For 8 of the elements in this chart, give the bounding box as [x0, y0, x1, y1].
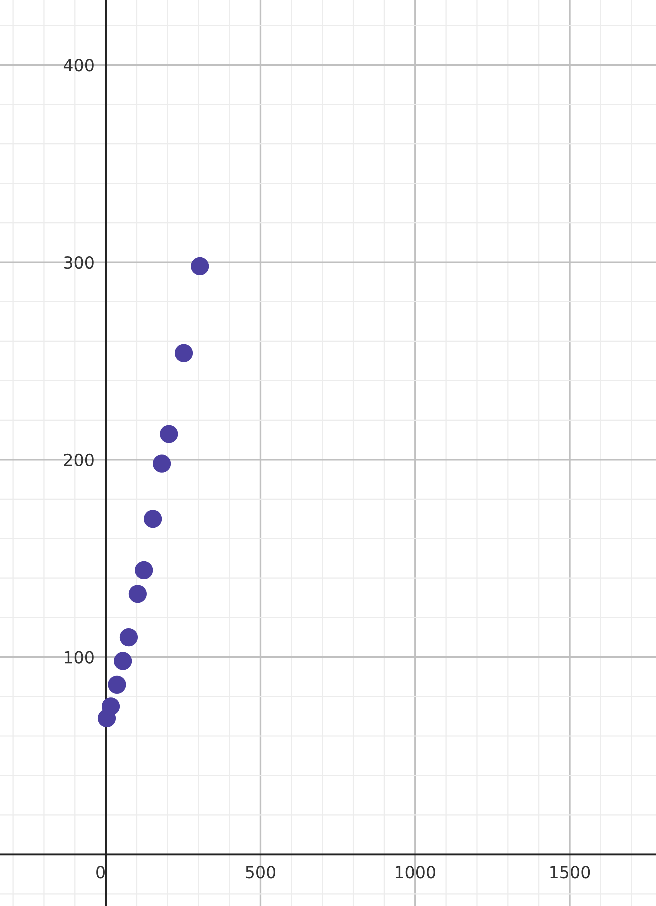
x-tick-label: 1500 — [550, 866, 590, 879]
x-tick-label: 0 — [96, 866, 105, 879]
y-tick-label: 300 — [64, 256, 94, 270]
y-tick-label: 100 — [64, 651, 94, 664]
y-tick-label: 400 — [64, 59, 94, 72]
y-tick-label: 200 — [64, 454, 94, 466]
x-tick-label: 1000 — [396, 866, 436, 879]
x-tick-label: 500 — [246, 866, 276, 879]
